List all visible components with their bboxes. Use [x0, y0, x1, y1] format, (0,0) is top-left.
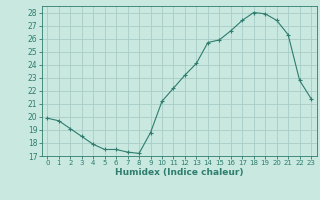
X-axis label: Humidex (Indice chaleur): Humidex (Indice chaleur): [115, 168, 244, 177]
